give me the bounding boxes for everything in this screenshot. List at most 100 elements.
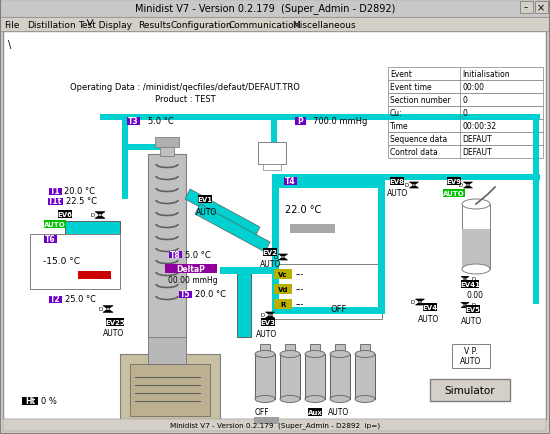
Text: DeltaP: DeltaP <box>177 265 206 274</box>
Bar <box>533 115 539 304</box>
Bar <box>198 196 212 204</box>
Text: T3: T3 <box>128 117 138 126</box>
Text: Results: Results <box>138 20 170 30</box>
Bar <box>388 120 543 133</box>
Text: AUTO: AUTO <box>461 317 482 326</box>
Bar <box>462 204 490 270</box>
Text: EV1: EV1 <box>197 197 212 203</box>
Bar <box>535 2 548 14</box>
Text: Vd: Vd <box>278 286 288 293</box>
Polygon shape <box>461 277 469 279</box>
Bar <box>237 267 251 337</box>
Polygon shape <box>103 309 113 312</box>
Text: EV41: EV41 <box>460 281 480 287</box>
Bar <box>160 145 174 157</box>
Text: AUTO: AUTO <box>443 191 465 197</box>
Text: D: D <box>273 255 278 260</box>
Text: 25.0 °C: 25.0 °C <box>65 295 96 304</box>
Bar <box>461 280 479 288</box>
Text: AUTO: AUTO <box>256 330 277 339</box>
Text: 0 %: 0 % <box>41 397 57 405</box>
Text: OFF: OFF <box>255 408 270 417</box>
Polygon shape <box>461 279 469 282</box>
Text: ×: × <box>537 3 545 13</box>
Bar <box>58 210 72 218</box>
Polygon shape <box>415 302 425 305</box>
Bar <box>165 264 217 273</box>
Bar <box>106 318 124 326</box>
Bar <box>272 174 382 264</box>
Bar <box>254 417 279 424</box>
Bar <box>443 190 465 197</box>
Bar <box>100 115 380 121</box>
Bar <box>143 367 191 375</box>
Text: DEFAUT: DEFAUT <box>462 135 492 144</box>
Text: EV9: EV9 <box>447 178 461 184</box>
Text: 5.0 °C: 5.0 °C <box>148 117 174 126</box>
Text: Minidist V7 - Version 0.2.179  (Super_Admin - D2892  ip=): Minidist V7 - Version 0.2.179 (Super_Adm… <box>170 422 380 428</box>
Bar <box>168 251 182 258</box>
Text: T1t: T1t <box>48 197 62 206</box>
Text: \: \ <box>8 40 11 50</box>
Bar <box>294 118 305 126</box>
Bar <box>148 337 186 367</box>
Polygon shape <box>464 186 472 188</box>
Bar <box>310 344 320 356</box>
Bar <box>285 344 295 356</box>
Polygon shape <box>464 183 472 186</box>
Bar <box>48 296 62 303</box>
Text: T8: T8 <box>169 250 180 259</box>
Text: 22.5 °C: 22.5 °C <box>66 197 97 206</box>
Bar <box>290 224 335 233</box>
Bar <box>462 230 490 270</box>
Bar <box>274 270 292 279</box>
Bar <box>520 2 533 14</box>
Bar <box>43 236 57 243</box>
Circle shape <box>282 256 284 259</box>
Ellipse shape <box>330 351 350 358</box>
Text: D: D <box>471 277 475 282</box>
Ellipse shape <box>462 200 490 210</box>
Text: 0: 0 <box>462 109 467 118</box>
Circle shape <box>464 278 466 280</box>
Text: Distillation: Distillation <box>27 20 76 30</box>
Bar <box>255 354 275 399</box>
Text: T1: T1 <box>50 187 60 196</box>
Ellipse shape <box>280 351 300 358</box>
Bar <box>423 303 437 311</box>
Polygon shape <box>278 257 288 260</box>
Ellipse shape <box>330 395 350 403</box>
Bar <box>48 188 62 195</box>
Polygon shape <box>95 216 105 219</box>
Bar <box>263 164 281 171</box>
Bar <box>3 419 546 431</box>
Ellipse shape <box>462 264 490 274</box>
Circle shape <box>269 314 271 316</box>
Bar <box>258 143 286 164</box>
Bar <box>272 174 279 309</box>
Circle shape <box>464 304 466 306</box>
Text: EV2: EV2 <box>262 250 277 256</box>
Text: 0.00: 0.00 <box>466 291 483 300</box>
Text: P: P <box>297 117 303 126</box>
Text: D: D <box>410 300 415 305</box>
Circle shape <box>107 308 109 311</box>
Polygon shape <box>410 186 419 188</box>
Bar <box>47 198 63 205</box>
Polygon shape <box>195 204 270 253</box>
Bar <box>388 68 543 81</box>
Text: D: D <box>404 183 409 188</box>
Bar <box>120 354 220 424</box>
Text: AUTO: AUTO <box>387 189 408 198</box>
Bar <box>272 174 385 181</box>
Bar <box>130 364 210 416</box>
Bar <box>335 344 345 356</box>
Text: Control data: Control data <box>390 148 438 157</box>
Text: AUTO: AUTO <box>260 260 281 269</box>
Bar <box>355 354 375 399</box>
Bar <box>0 0 550 18</box>
Text: T6: T6 <box>45 235 56 244</box>
Bar <box>378 174 385 309</box>
Text: Ht: Ht <box>25 397 35 405</box>
Bar <box>122 145 162 151</box>
